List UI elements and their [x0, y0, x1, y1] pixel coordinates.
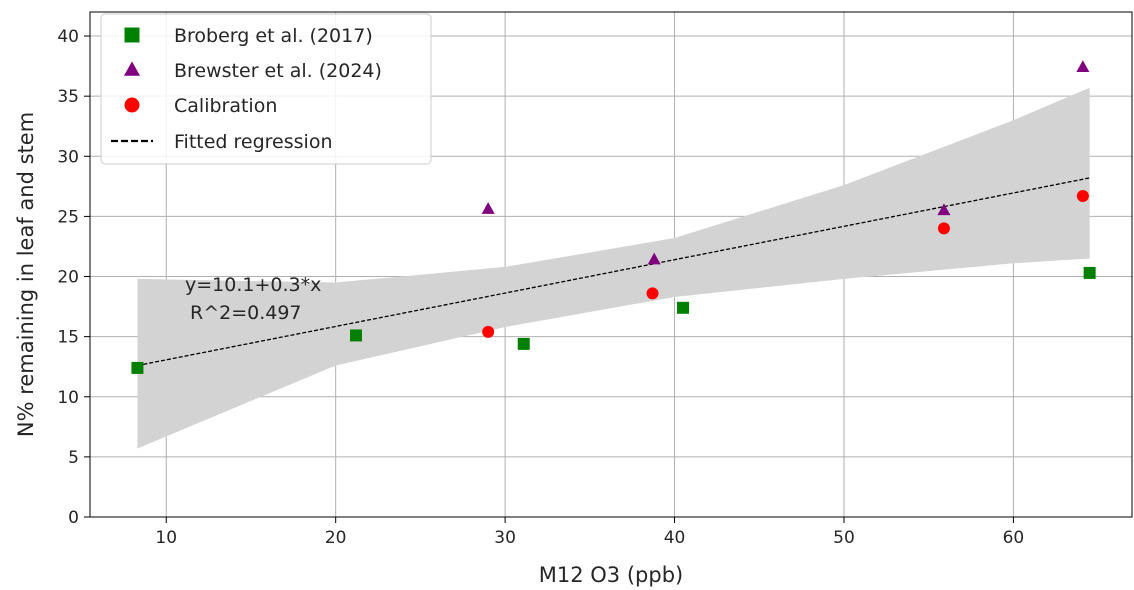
legend: Broberg et al. (2017) Brewster et al. (20… — [100, 13, 432, 165]
y-tick-label: 15 — [57, 328, 79, 348]
point-broberg — [1083, 266, 1096, 279]
point-brewster — [647, 252, 661, 265]
legend-label: Calibration — [174, 95, 277, 117]
point-calibration — [937, 222, 950, 235]
regression-equation: y=10.1+0.3*x — [185, 274, 321, 296]
y-tick-label: 10 — [57, 388, 79, 408]
x-tick-label: 60 — [1003, 528, 1025, 548]
plot-frame — [89, 11, 1133, 518]
x-axis-label: M12 O3 (ppb) — [539, 563, 683, 587]
legend-box — [100, 13, 432, 165]
point-broberg — [350, 329, 363, 342]
y-tick-label: 40 — [57, 27, 79, 47]
legend-label: Brewster et al. (2024) — [174, 60, 382, 82]
y-axis-ticks: 0 5 10 15 20 25 30 35 40 — [57, 27, 90, 528]
confidence-band — [137, 87, 1090, 449]
y-tick-label: 25 — [57, 207, 79, 227]
y-tick-label: 35 — [57, 87, 79, 107]
y-tick-label: 20 — [57, 268, 79, 288]
x-tick-label: 40 — [664, 528, 686, 548]
plot-area: y=10.1+0.3*x R^2=0.497 — [89, 11, 1133, 518]
y-tick-label: 30 — [57, 147, 79, 167]
point-brewster — [937, 203, 951, 216]
y-axis-label: N% remaining in leaf and stem — [14, 112, 38, 437]
x-tick-label: 30 — [494, 528, 516, 548]
point-broberg — [677, 301, 690, 314]
legend-label: Fitted regression — [174, 131, 333, 153]
legend-marker-calibration — [124, 97, 140, 113]
data-points — [131, 60, 1096, 374]
legend-marker-broberg — [124, 27, 140, 43]
legend-marker-brewster — [124, 61, 140, 76]
x-axis-ticks: 10 20 30 40 50 60 — [155, 517, 1024, 548]
point-calibration — [482, 325, 495, 338]
legend-entries: Broberg et al. (2017) Brewster et al. (20… — [111, 25, 382, 153]
point-calibration — [646, 287, 659, 300]
x-tick-label: 20 — [325, 528, 347, 548]
point-brewster — [481, 202, 495, 214]
x-tick-label: 10 — [155, 528, 177, 548]
legend-label: Broberg et al. (2017) — [174, 25, 373, 47]
point-brewster — [1076, 60, 1090, 72]
x-tick-label: 50 — [833, 528, 855, 548]
point-broberg — [131, 361, 144, 374]
point-calibration — [1076, 189, 1089, 202]
y-tick-label: 0 — [68, 508, 79, 528]
point-broberg — [517, 337, 530, 350]
regression-r2: R^2=0.497 — [190, 302, 302, 324]
y-tick-label: 5 — [68, 448, 79, 468]
